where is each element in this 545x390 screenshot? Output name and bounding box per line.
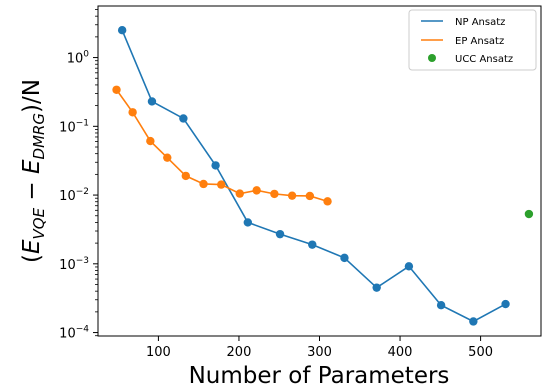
x-axis-ticks: 100 200 300 400 500 xyxy=(146,336,493,360)
x-tick-label: 100 xyxy=(146,345,171,360)
np-data-point xyxy=(404,262,414,271)
legend-ep-label: EP Ansatz xyxy=(455,36,504,47)
y-tick-label: 10−3 xyxy=(59,256,89,273)
ep-data-point xyxy=(181,171,190,181)
y-axis-label: (EVQE − EDMRG)/N xyxy=(19,79,48,263)
ep-data-point xyxy=(287,191,297,200)
x-tick-label: 500 xyxy=(468,345,493,360)
np-series-line xyxy=(121,29,506,323)
ep-data-point xyxy=(252,186,261,195)
y-tick-label: 100 xyxy=(67,50,90,67)
legend-np-label: NP Ansatz xyxy=(455,17,505,28)
x-tick-label: 200 xyxy=(227,345,252,360)
np-data-point xyxy=(117,26,127,35)
y-tick-label: 10−4 xyxy=(59,325,89,342)
y-axis-ticks: 100 10−1 10−2 10−3 10−4 xyxy=(59,9,98,342)
np-data-point xyxy=(436,301,446,310)
ep-data-point xyxy=(112,85,121,94)
y-tick-label: 10−2 xyxy=(59,187,89,204)
ep-data-point xyxy=(235,189,244,198)
ep-data-point xyxy=(199,179,208,189)
np-data-point xyxy=(372,283,381,292)
legend: NP Ansatz EP Ansatz UCC Ansatz xyxy=(408,9,537,71)
ucc-data-point xyxy=(524,209,534,219)
np-data-point xyxy=(211,161,220,170)
ep-data-point xyxy=(270,189,279,199)
np-data-point xyxy=(469,317,478,326)
ep-data-point xyxy=(217,180,226,189)
x-axis-label: Number of Parameters xyxy=(189,363,450,389)
legend-box xyxy=(408,9,537,71)
ep-data-point xyxy=(305,191,315,201)
np-data-point xyxy=(147,97,157,106)
y-tick-label: 10−1 xyxy=(59,118,89,135)
legend-ucc-swatch xyxy=(428,54,436,62)
np-data-point xyxy=(308,240,317,249)
ep-data-point xyxy=(128,108,137,117)
legend-ucc-label: UCC Ansatz xyxy=(455,54,513,65)
ep-data-point xyxy=(146,136,155,146)
x-tick-label: 300 xyxy=(307,345,332,360)
np-data-point xyxy=(179,114,188,123)
x-tick-label: 400 xyxy=(388,345,413,360)
ep-data-point xyxy=(323,197,332,206)
np-data-point xyxy=(340,253,349,263)
np-data-point xyxy=(243,218,253,227)
series-layer xyxy=(112,26,534,326)
np-data-point xyxy=(501,299,510,309)
ep-data-point xyxy=(163,153,172,162)
np-data-point xyxy=(275,229,285,239)
